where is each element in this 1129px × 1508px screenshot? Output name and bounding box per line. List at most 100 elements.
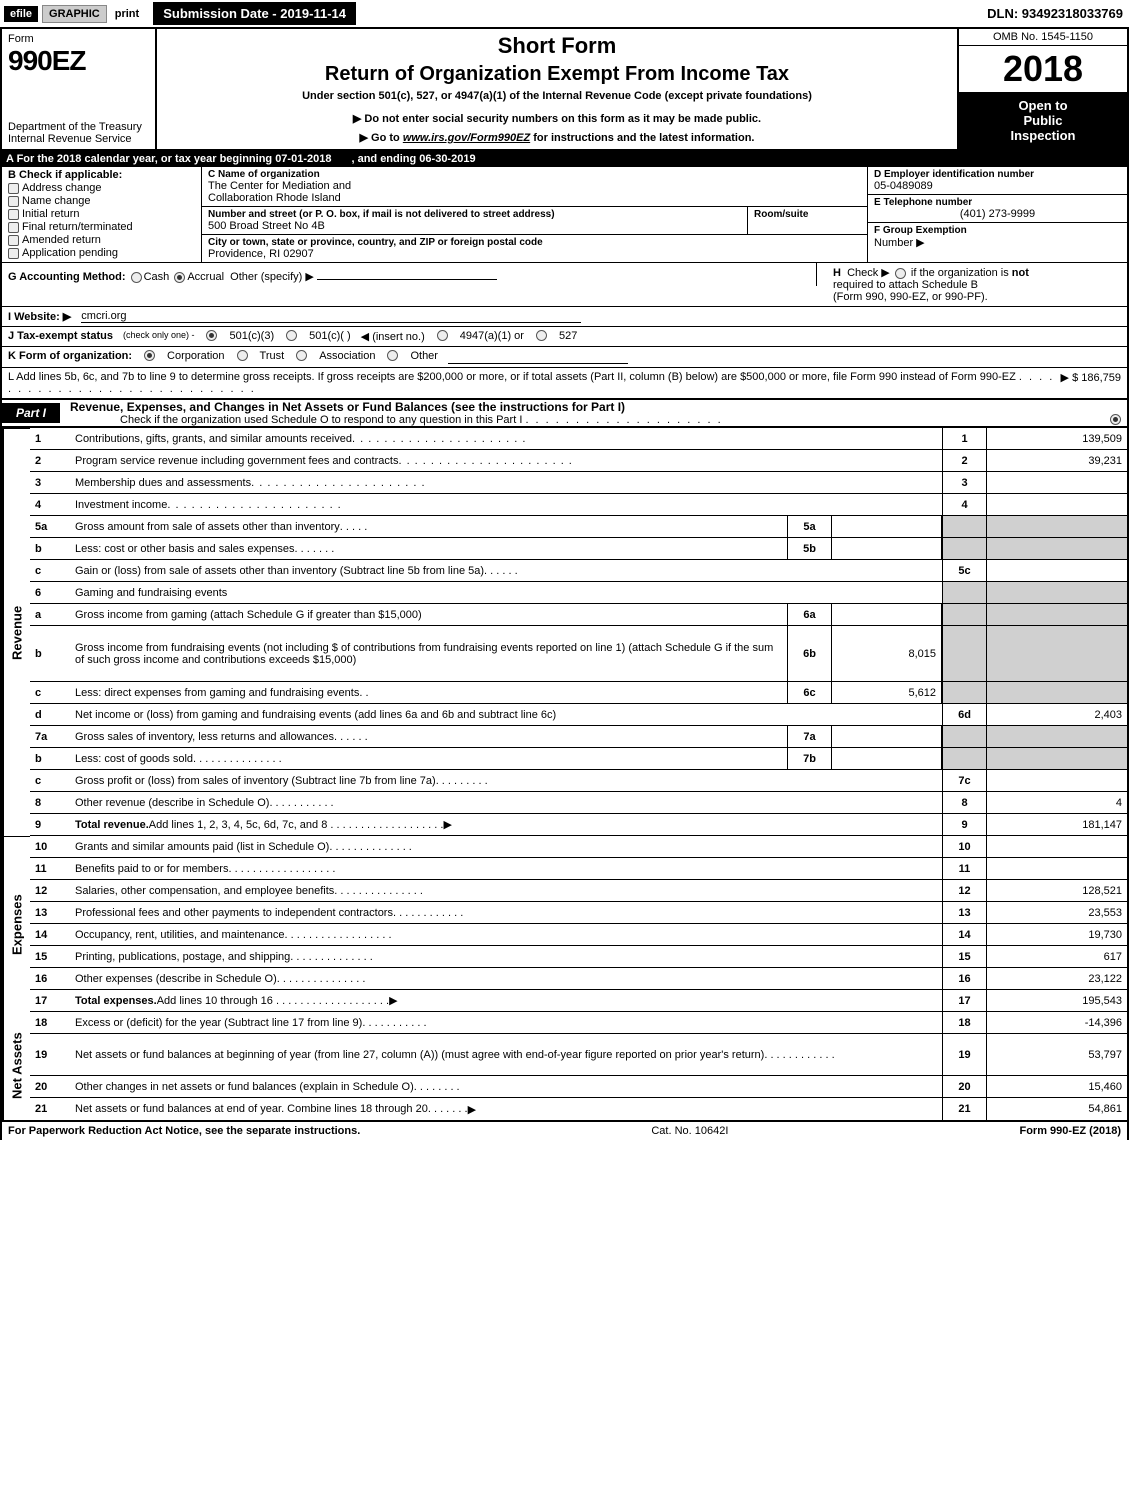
- g-other-field[interactable]: [317, 266, 497, 280]
- dln-number: DLN: 93492318033769: [981, 4, 1129, 23]
- row-a-ending: , and ending 06-30-2019: [351, 153, 475, 165]
- chk-amended[interactable]: Amended return: [8, 234, 195, 246]
- part1-tab: Part I: [2, 403, 60, 423]
- desc-16: Other expenses (describe in Schedule O) …: [70, 968, 942, 990]
- j-o4: 527: [559, 330, 577, 342]
- desc-6: Gaming and fundraising events: [70, 582, 942, 604]
- val-6a-shade: [987, 604, 1127, 626]
- subnum-6c: 6c: [787, 682, 832, 704]
- b-header: B Check if applicable:: [8, 169, 195, 181]
- ln-21: 21: [30, 1098, 70, 1120]
- tel-label: E Telephone number: [874, 197, 1121, 208]
- num-7a-shade: [942, 726, 987, 748]
- val-5a-shade: [987, 516, 1127, 538]
- g-accounting: G Accounting Method: Cash Accrual Other …: [2, 263, 817, 286]
- ln-3: 3: [30, 472, 70, 494]
- graphic-button[interactable]: GRAPHIC: [42, 5, 107, 23]
- num-7c: 7c: [942, 770, 987, 792]
- radio-assoc[interactable]: [296, 350, 307, 361]
- j-label: J Tax-exempt status: [8, 330, 113, 342]
- desc-10: Grants and similar amounts paid (list in…: [70, 836, 942, 858]
- chk-app-pending[interactable]: Application pending: [8, 247, 195, 259]
- org-name-1: The Center for Mediation and: [208, 180, 861, 192]
- num-6d: 6d: [942, 704, 987, 726]
- column-c: C Name of organization The Center for Me…: [202, 167, 867, 262]
- desc-1: Contributions, gifts, grants, and simila…: [70, 428, 942, 450]
- chk-initial-return[interactable]: Initial return: [8, 208, 195, 220]
- irs-link[interactable]: www.irs.gov/Form990EZ: [403, 132, 530, 144]
- inspection-l1: Open to: [963, 98, 1123, 113]
- num-15: 15: [942, 946, 987, 968]
- desc-2: Program service revenue including govern…: [70, 450, 942, 472]
- val-16: 23,122: [987, 968, 1127, 990]
- desc-20: Other changes in net assets or fund bala…: [70, 1076, 942, 1098]
- desc-7b: Less: cost of goods sold . . . . . . . .…: [70, 748, 787, 770]
- desc-4: Investment income: [70, 494, 942, 516]
- part1-check[interactable]: [1110, 414, 1121, 425]
- radio-501c3[interactable]: [206, 330, 217, 341]
- ln-18: 18: [30, 1012, 70, 1034]
- desc-6d: Net income or (loss) from gaming and fun…: [70, 704, 942, 726]
- num-5a-shade: [942, 516, 987, 538]
- j-note: (check only one) -: [123, 330, 195, 340]
- radio-corp[interactable]: [144, 350, 155, 361]
- val-5b-shade: [987, 538, 1127, 560]
- form-header: Form 990EZ Department of the Treasury In…: [0, 29, 1129, 151]
- dept-line1: Department of the Treasury: [8, 121, 149, 133]
- num-6a-shade: [942, 604, 987, 626]
- radio-4947[interactable]: [437, 330, 448, 341]
- val-20: 15,460: [987, 1076, 1127, 1098]
- desc-17: Total expenses. Add lines 10 through 16 …: [70, 990, 942, 1012]
- radio-accrual[interactable]: [174, 272, 185, 283]
- desc-18: Excess or (deficit) for the year (Subtra…: [70, 1012, 942, 1034]
- num-9: 9: [942, 814, 987, 836]
- subnum-6a: 6a: [787, 604, 832, 626]
- num-11: 11: [942, 858, 987, 880]
- part1-title: Revenue, Expenses, and Changes in Net As…: [60, 400, 1127, 414]
- row-a-tax-year: A For the 2018 calendar year, or tax yea…: [0, 151, 1129, 167]
- val-6d: 2,403: [987, 704, 1127, 726]
- ln-6a: a: [30, 604, 70, 626]
- radio-527[interactable]: [536, 330, 547, 341]
- k-corp: Corporation: [167, 350, 224, 362]
- chk-name-change[interactable]: Name change: [8, 195, 195, 207]
- street-left: Number and street (or P. O. box, if mail…: [202, 207, 747, 234]
- num-1: 1: [942, 428, 987, 450]
- inspection-l3: Inspection: [963, 128, 1123, 143]
- subnum-7a: 7a: [787, 726, 832, 748]
- radio-cash[interactable]: [131, 272, 142, 283]
- page-footer: For Paperwork Reduction Act Notice, see …: [0, 1122, 1129, 1140]
- desc-5b: Less: cost or other basis and sales expe…: [70, 538, 787, 560]
- efile-button[interactable]: efile: [4, 6, 38, 22]
- num-6b-shade: [942, 626, 987, 682]
- val-2: 39,231: [987, 450, 1127, 472]
- ln-10: 10: [30, 836, 70, 858]
- radio-h[interactable]: [895, 268, 906, 279]
- radio-other[interactable]: [387, 350, 398, 361]
- ln-5a: 5a: [30, 516, 70, 538]
- radio-501c[interactable]: [286, 330, 297, 341]
- subval-6a: [832, 604, 942, 626]
- goto-note: ▶ Go to www.irs.gov/Form990EZ for instru…: [165, 131, 949, 144]
- desc-6c: Less: direct expenses from gaming and fu…: [70, 682, 787, 704]
- top-bar: efile GRAPHIC print Submission Date - 20…: [0, 0, 1129, 29]
- footer-mid: Cat. No. 10642I: [651, 1125, 728, 1137]
- city-row: City or town, state or province, country…: [202, 235, 867, 262]
- ln-5b: b: [30, 538, 70, 560]
- l-text: L Add lines 5b, 6c, and 7b to line 9 to …: [8, 371, 1016, 383]
- checkbox-icon: [8, 235, 19, 246]
- subnum-5a: 5a: [787, 516, 832, 538]
- k-label: K Form of organization:: [8, 350, 132, 362]
- radio-trust[interactable]: [237, 350, 248, 361]
- form-word: Form: [8, 33, 149, 45]
- goto-pre: ▶ Go to: [360, 132, 403, 144]
- submission-date: Submission Date - 2019-11-14: [153, 2, 356, 25]
- chk-final-return[interactable]: Final return/terminated: [8, 221, 195, 233]
- header-left: Form 990EZ Department of the Treasury In…: [2, 29, 157, 149]
- k-other-field[interactable]: [448, 350, 628, 364]
- chk-address-change[interactable]: Address change: [8, 182, 195, 194]
- print-button[interactable]: print: [111, 6, 143, 22]
- val-3: [987, 472, 1127, 494]
- val-9: 181,147: [987, 814, 1127, 836]
- num-16: 16: [942, 968, 987, 990]
